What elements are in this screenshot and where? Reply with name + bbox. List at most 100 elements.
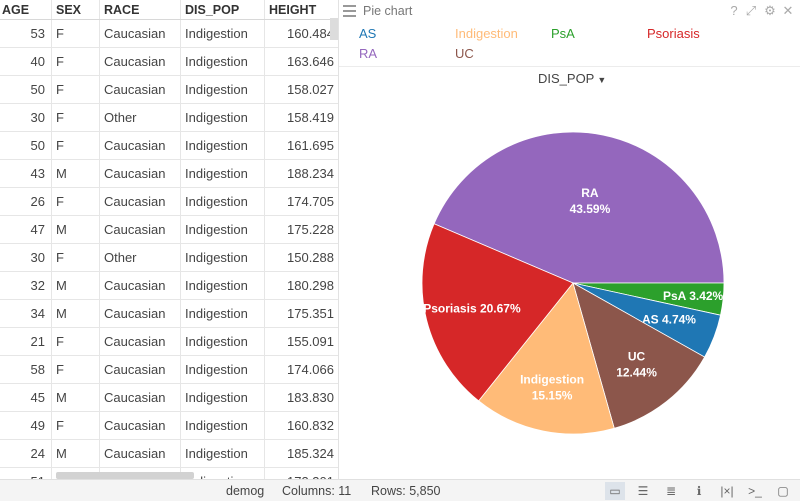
cell-height[interactable]: 185.324 <box>287 446 334 461</box>
cell-race[interactable]: Caucasian <box>100 188 181 215</box>
cell-race[interactable]: Caucasian <box>100 48 181 75</box>
cell-dis-pop[interactable]: Indigestion <box>181 104 265 131</box>
table-name[interactable]: demog <box>226 484 265 498</box>
column-header-dis-pop[interactable]: DIS_POP <box>181 0 265 19</box>
legend-item-uc[interactable]: UC <box>455 46 474 61</box>
cell-sex[interactable]: F <box>52 104 100 131</box>
cell-race[interactable]: Caucasian <box>100 300 181 327</box>
table-row[interactable]: 30 F Other Indigestion 150.288 <box>0 244 338 272</box>
table-row[interactable]: 40 F Caucasian Indigestion 163.646 <box>0 48 338 76</box>
cell-dis-pop[interactable]: Indigestion <box>181 160 265 187</box>
cell-race[interactable]: Other <box>100 244 181 271</box>
close-icon[interactable]: ✕ <box>782 3 794 18</box>
cell-race[interactable]: Caucasian <box>100 272 181 299</box>
table-row[interactable]: 47 M Caucasian Indigestion 175.228 <box>0 216 338 244</box>
cell-race[interactable]: Caucasian <box>100 160 181 187</box>
cell-age[interactable]: 50 <box>0 76 52 103</box>
expand-icon[interactable]: ⤢ <box>745 3 757 18</box>
cell-height[interactable]: 175.351 <box>287 306 334 321</box>
table-row[interactable]: 32 M Caucasian Indigestion 180.298 <box>0 272 338 300</box>
cell-dis-pop[interactable]: Indigestion <box>181 412 265 439</box>
help-icon[interactable]: ? <box>730 3 738 18</box>
cell-height[interactable]: 158.419 <box>287 110 334 125</box>
category-column-selector[interactable]: DIS_POP ▼ <box>538 71 606 86</box>
cell-sex[interactable]: F <box>52 356 100 383</box>
cell-sex[interactable]: M <box>52 300 100 327</box>
table-row[interactable]: 26 F Caucasian Indigestion 174.705 <box>0 188 338 216</box>
horizontal-scrollbar[interactable] <box>56 472 194 479</box>
cell-height[interactable]: 158.027 <box>287 82 334 97</box>
table-row[interactable]: 21 F Caucasian Indigestion 155.091 <box>0 328 338 356</box>
cell-age[interactable]: 49 <box>0 412 52 439</box>
cell-dis-pop[interactable]: Indigestion <box>181 244 265 271</box>
cell-dis-pop[interactable]: Indigestion <box>181 384 265 411</box>
vertical-scrollbar[interactable] <box>330 18 338 40</box>
cell-sex[interactable]: M <box>52 272 100 299</box>
cell-height[interactable]: 160.484 <box>287 26 334 41</box>
settings-icon[interactable]: ⚙ <box>764 3 776 18</box>
cell-age[interactable]: 45 <box>0 384 52 411</box>
table-row[interactable]: 45 M Caucasian Indigestion 183.830 <box>0 384 338 412</box>
pie-chart[interactable]: RA 43.59% PsA 3.42% AS 4.74% UC 12.44% Indiges… <box>339 0 800 479</box>
cell-race[interactable]: Caucasian <box>100 384 181 411</box>
filter-settings-icon[interactable]: ≣ <box>665 484 677 498</box>
column-header-height[interactable]: HEIGHT <box>269 3 317 17</box>
table-row[interactable]: 53 F Caucasian Indigestion 160.484 <box>0 20 338 48</box>
cell-dis-pop[interactable]: Indigestion <box>181 132 265 159</box>
table-row[interactable]: 43 M Caucasian Indigestion 188.234 <box>0 160 338 188</box>
cell-dis-pop[interactable]: Indigestion <box>181 272 265 299</box>
cell-height[interactable]: 163.646 <box>287 54 334 69</box>
cell-age[interactable]: 40 <box>0 48 52 75</box>
cell-age[interactable]: 51 <box>0 468 52 479</box>
table-row[interactable]: 34 M Caucasian Indigestion 175.351 <box>0 300 338 328</box>
cell-sex[interactable]: F <box>52 244 100 271</box>
cell-sex[interactable]: F <box>52 412 100 439</box>
cell-race[interactable]: Caucasian <box>100 440 181 467</box>
cell-age[interactable]: 30 <box>0 104 52 131</box>
cell-dis-pop[interactable]: Indigestion <box>181 188 265 215</box>
cell-height[interactable]: 188.234 <box>287 166 334 181</box>
cell-age[interactable]: 53 <box>0 20 52 47</box>
cell-height[interactable]: 180.298 <box>287 278 334 293</box>
legend-item-as[interactable]: AS <box>359 26 377 41</box>
panel-splitter[interactable] <box>338 0 339 479</box>
cell-sex[interactable]: F <box>52 132 100 159</box>
cell-age[interactable]: 58 <box>0 356 52 383</box>
cell-height[interactable]: 150.288 <box>287 250 334 265</box>
cell-age[interactable]: 47 <box>0 216 52 243</box>
cell-dis-pop[interactable]: Indigestion <box>181 356 265 383</box>
cell-race[interactable]: Caucasian <box>100 20 181 47</box>
cell-sex[interactable]: M <box>52 216 100 243</box>
legend-item-ra[interactable]: RA <box>359 46 378 61</box>
cell-race[interactable]: Other <box>100 104 181 131</box>
cell-race[interactable]: Caucasian <box>100 216 181 243</box>
table-row[interactable]: 50 F Caucasian Indigestion 161.695 <box>0 132 338 160</box>
cell-age[interactable]: 43 <box>0 160 52 187</box>
cell-height[interactable]: 161.695 <box>287 138 334 153</box>
table-row[interactable]: 24 M Caucasian Indigestion 185.324 <box>0 440 338 468</box>
hamburger-menu-icon[interactable] <box>343 5 356 17</box>
cell-race[interactable]: Caucasian <box>100 412 181 439</box>
cell-sex[interactable]: F <box>52 48 100 75</box>
pie-slice-ra[interactable] <box>433 131 725 284</box>
cell-race[interactable]: Caucasian <box>100 76 181 103</box>
cell-sex[interactable]: M <box>52 384 100 411</box>
cell-height[interactable]: 174.705 <box>287 194 334 209</box>
cell-height[interactable]: 174.066 <box>287 362 334 377</box>
cell-sex[interactable]: F <box>52 188 100 215</box>
cell-height[interactable]: 155.091 <box>287 334 334 349</box>
column-header-sex[interactable]: SEX <box>52 0 100 19</box>
cell-dis-pop[interactable]: Indigestion <box>181 468 265 479</box>
cell-age[interactable]: 34 <box>0 300 52 327</box>
cell-height[interactable]: 183.830 <box>287 390 334 405</box>
cell-height[interactable]: 160.832 <box>287 418 334 433</box>
console-icon[interactable]: >_ <box>748 484 762 498</box>
cell-age[interactable]: 30 <box>0 244 52 271</box>
pie-slice-indigestion[interactable] <box>478 282 615 435</box>
cell-age[interactable]: 26 <box>0 188 52 215</box>
cell-dis-pop[interactable]: Indigestion <box>181 48 265 75</box>
cell-age[interactable]: 21 <box>0 328 52 355</box>
table-view-icon[interactable]: ▭ <box>605 482 625 500</box>
form-view-icon[interactable]: ☰ <box>637 484 649 498</box>
table-row[interactable]: 58 F Caucasian Indigestion 174.066 <box>0 356 338 384</box>
